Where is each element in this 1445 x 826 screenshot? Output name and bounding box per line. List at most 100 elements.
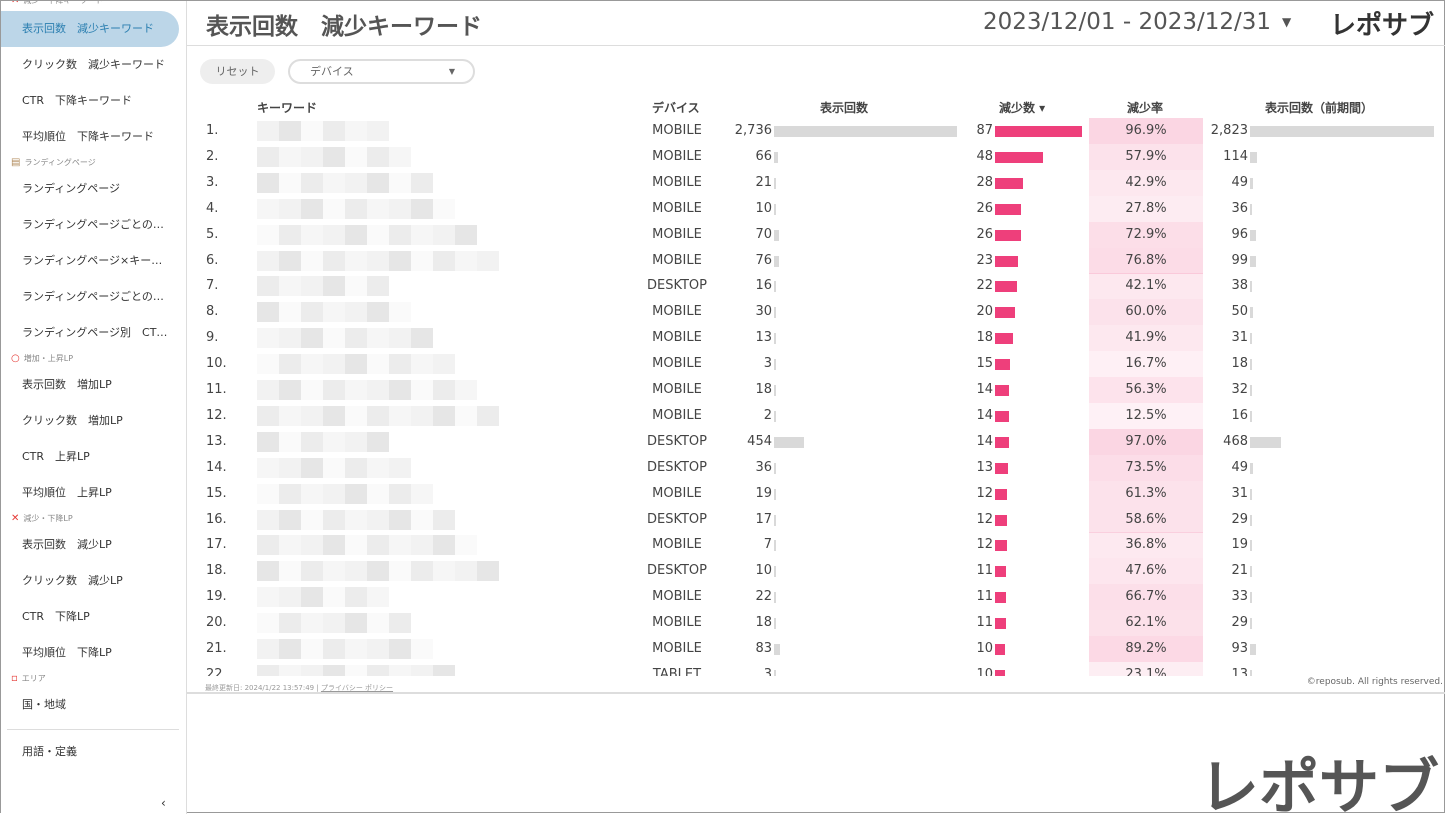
impressions-bar bbox=[774, 592, 776, 604]
header-prev-impressions[interactable]: 表示回数（前期間） bbox=[1265, 101, 1374, 115]
decrease-rate: 36.8% bbox=[1089, 532, 1203, 559]
sidebar-item[interactable]: クリック数 減少LP bbox=[22, 574, 123, 587]
redaction-block bbox=[257, 457, 279, 478]
date-range-picker[interactable]: 2023/12/01 - 2023/12/31 bbox=[983, 9, 1272, 35]
table-row[interactable]: 14. DESKTOP 36 13 73.5% 49 bbox=[187, 454, 1445, 481]
impressions-bar bbox=[774, 514, 776, 526]
table-row[interactable]: 11. MOBILE 18 14 56.3% 32 bbox=[187, 377, 1445, 403]
redaction-block bbox=[345, 224, 367, 245]
redaction-block bbox=[345, 483, 367, 504]
redaction-block bbox=[389, 483, 411, 504]
decrease-bar bbox=[995, 410, 1009, 422]
keyword-redacted bbox=[257, 483, 517, 504]
sidebar-item[interactable]: 用語・定義 bbox=[22, 745, 77, 758]
chevron-down-icon[interactable]: ▼ bbox=[1282, 15, 1292, 29]
redaction-block bbox=[301, 613, 323, 634]
table-row[interactable]: 22. TABLET 3 10 23.1% 13 bbox=[187, 661, 1445, 676]
redaction-block bbox=[279, 250, 301, 271]
impressions-bar bbox=[774, 307, 776, 319]
device-filter-dropdown[interactable]: デバイス ▼ bbox=[288, 59, 475, 84]
redaction-block bbox=[323, 587, 345, 608]
redaction-block bbox=[301, 405, 323, 426]
table-row[interactable]: 7. DESKTOP 16 22 42.1% 38 bbox=[187, 273, 1445, 300]
redaction-block bbox=[257, 405, 279, 426]
decrease-bar bbox=[995, 488, 1007, 500]
table-row[interactable]: 5. MOBILE 70 26 72.9% 96 bbox=[187, 221, 1445, 248]
redaction-block bbox=[345, 328, 367, 349]
privacy-link[interactable]: プライバシー ポリシー bbox=[320, 684, 394, 692]
sidebar-item[interactable]: CTR 上昇LP bbox=[22, 450, 90, 463]
redaction-block bbox=[257, 535, 279, 556]
impressions-bar bbox=[774, 333, 776, 345]
reset-button[interactable]: リセット bbox=[200, 59, 275, 84]
sidebar-item[interactable]: CTR 下降LP bbox=[22, 610, 90, 623]
header-impressions[interactable]: 表示回数 bbox=[820, 101, 869, 115]
sidebar-item[interactable]: 平均順位 下降LP bbox=[22, 646, 112, 659]
table-row[interactable]: 15. MOBILE 19 12 61.3% 31 bbox=[187, 480, 1445, 507]
table-row[interactable]: 8. MOBILE 30 20 60.0% 50 bbox=[187, 299, 1445, 326]
table-row[interactable]: 2. MOBILE 66 48 57.9% 114 bbox=[187, 143, 1445, 170]
prev-impressions: 49 bbox=[1231, 459, 1248, 475]
rank: 11. bbox=[206, 382, 227, 397]
decrease: 11 bbox=[976, 563, 993, 579]
redaction-block bbox=[433, 664, 455, 676]
header-keyword[interactable]: キーワード bbox=[257, 101, 318, 115]
table-row[interactable]: 12. MOBILE 2 14 12.5% 16 bbox=[187, 402, 1445, 429]
redaction-block bbox=[257, 380, 279, 400]
sidebar-item[interactable]: ランディングページごとの… bbox=[22, 290, 164, 303]
sidebar-item[interactable]: 平均順位 下降キーワード bbox=[22, 130, 154, 143]
table-row[interactable]: 10. MOBILE 3 15 16.7% 18 bbox=[187, 351, 1445, 378]
sidebar-item[interactable]: 表示回数 増加LP bbox=[22, 378, 112, 391]
redaction-block bbox=[345, 457, 367, 478]
redaction-block bbox=[323, 250, 345, 271]
header-rate[interactable]: 減少率 bbox=[1127, 101, 1164, 115]
table-row[interactable]: 9. MOBILE 13 18 41.9% 31 bbox=[187, 325, 1445, 352]
sidebar-item[interactable]: ランディングページ×キー… bbox=[22, 254, 163, 267]
table-row[interactable]: 21. MOBILE 83 10 89.2% 93 bbox=[187, 636, 1445, 662]
redaction-block bbox=[257, 561, 279, 582]
table-row[interactable]: 3. MOBILE 21 28 42.9% 49 bbox=[187, 169, 1445, 196]
table-row[interactable]: 4. MOBILE 10 26 27.8% 36 bbox=[187, 195, 1445, 222]
redaction-block bbox=[301, 639, 323, 659]
decrease: 20 bbox=[976, 304, 993, 320]
redaction-block bbox=[257, 224, 279, 245]
redaction-block bbox=[323, 380, 345, 400]
sidebar-item[interactable]: クリック数 増加LP bbox=[22, 414, 123, 427]
table-row[interactable]: 17. MOBILE 7 12 36.8% 19 bbox=[187, 532, 1445, 559]
sidebar-item[interactable]: 平均順位 上昇LP bbox=[22, 486, 112, 499]
header-decrease[interactable]: 減少数 ▾ bbox=[999, 101, 1046, 115]
redaction-block bbox=[323, 302, 345, 323]
table-row[interactable]: 6. MOBILE 76 23 76.8% 99 bbox=[187, 247, 1445, 274]
table-row[interactable]: 18. DESKTOP 10 11 47.6% 21 bbox=[187, 558, 1445, 585]
redaction-block bbox=[301, 535, 323, 556]
sidebar-item[interactable]: 国・地域 bbox=[22, 698, 66, 711]
prev-impressions-bar bbox=[1250, 203, 1253, 215]
sidebar-item[interactable]: ランディングページ bbox=[22, 182, 121, 195]
last-updated: 最終更新日: 2024/1/22 13:57:49 bbox=[205, 684, 315, 692]
redaction-block bbox=[367, 664, 389, 676]
collapse-sidebar-button[interactable]: ‹ bbox=[161, 796, 166, 810]
redaction-block bbox=[433, 198, 455, 219]
keyword-redacted bbox=[257, 121, 517, 141]
sidebar-item[interactable]: ランディングページごとの… bbox=[22, 218, 164, 231]
impressions-bar bbox=[774, 436, 805, 448]
impressions: 36 bbox=[755, 459, 772, 475]
table-row[interactable]: 20. MOBILE 18 11 62.1% 29 bbox=[187, 610, 1445, 637]
table-row[interactable]: 19. MOBILE 22 11 66.7% 33 bbox=[187, 584, 1445, 611]
decrease: 14 bbox=[976, 433, 993, 449]
table-row[interactable]: 16. DESKTOP 17 12 58.6% 29 bbox=[187, 506, 1445, 533]
redaction-block bbox=[257, 276, 279, 297]
sidebar-item[interactable]: 表示回数 減少LP bbox=[22, 538, 112, 551]
divider bbox=[187, 45, 1445, 46]
header-device[interactable]: デバイス bbox=[652, 101, 700, 115]
table-row[interactable]: 1. MOBILE 2,736 87 96.9% 2,823 bbox=[187, 118, 1445, 144]
sidebar-item[interactable]: クリック数 減少キーワード bbox=[22, 58, 165, 71]
decrease: 14 bbox=[976, 382, 993, 397]
sidebar-item[interactable]: CTR 下降キーワード bbox=[22, 94, 133, 107]
prev-impressions: 38 bbox=[1231, 278, 1248, 294]
sidebar-item[interactable]: 表示回数 減少キーワード bbox=[1, 11, 179, 47]
sidebar-item[interactable]: ランディングページ別 CT… bbox=[22, 326, 168, 339]
redaction-block bbox=[279, 224, 301, 245]
table-row[interactable]: 13. DESKTOP 454 14 97.0% 468 bbox=[187, 428, 1445, 455]
keyword-redacted bbox=[257, 587, 517, 608]
